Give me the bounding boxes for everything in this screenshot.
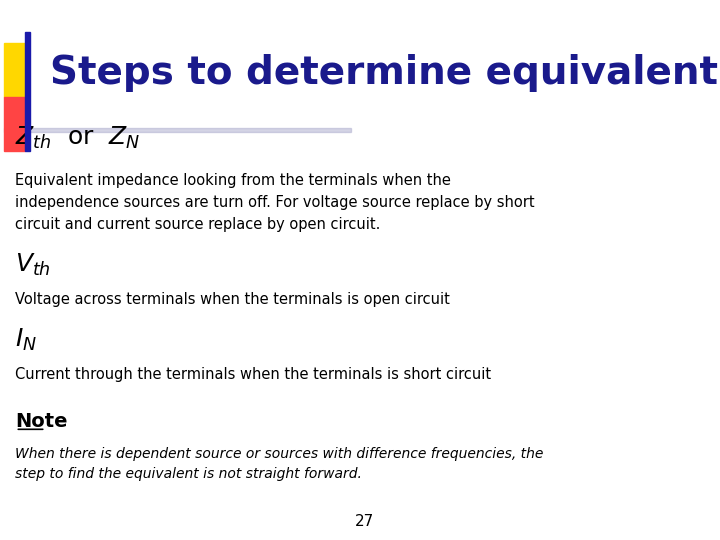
Text: Steps to determine equivalent circuit: Steps to determine equivalent circuit: [50, 54, 720, 92]
Text: Equivalent impedance looking from the terminals when the
independence sources ar: Equivalent impedance looking from the te…: [15, 173, 535, 232]
Bar: [4, 97, 25, 151]
Text: When there is dependent source or sources with difference frequencies, the
step : When there is dependent source or source…: [15, 447, 544, 481]
Text: $I_N$: $I_N$: [15, 327, 37, 353]
Bar: [25, 32, 30, 151]
Text: $Z_{th}$  or  $Z_N$: $Z_{th}$ or $Z_N$: [15, 125, 141, 151]
Text: Current through the terminals when the terminals is short circuit: Current through the terminals when the t…: [15, 367, 492, 382]
Text: Note: Note: [15, 411, 68, 431]
Text: Voltage across terminals when the terminals is open circuit: Voltage across terminals when the termin…: [15, 292, 450, 307]
Text: 27: 27: [356, 514, 374, 529]
Bar: [4, 43, 25, 97]
Bar: [4, 128, 351, 132]
Text: $V_{th}$: $V_{th}$: [15, 252, 51, 278]
